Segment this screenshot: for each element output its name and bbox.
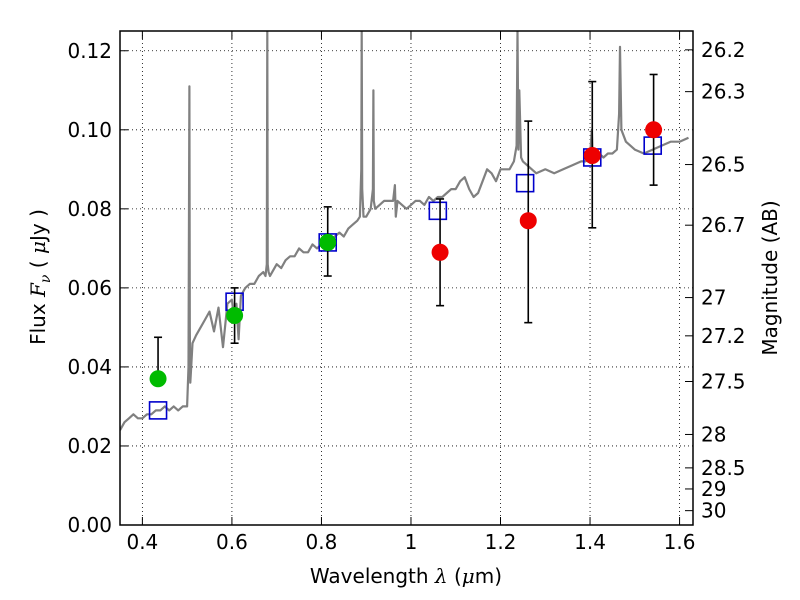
red-data-point — [583, 146, 601, 164]
y-tick-label: 0.06 — [67, 276, 112, 300]
y-axis-title: Flux Fν ( μJy ) — [26, 209, 54, 345]
magnitude-tick-label: 28 — [701, 422, 726, 446]
x-tick-label: 1.2 — [485, 530, 517, 554]
plot-frame — [119, 30, 694, 526]
green-data-point — [319, 233, 337, 251]
x-tick-label: 1 — [405, 530, 418, 554]
magnitude-tick-label: 29 — [701, 477, 726, 501]
y-tick-label: 0.02 — [67, 434, 112, 458]
magnitude-tick-label: 28.5 — [701, 456, 746, 480]
green-data-point — [149, 370, 167, 388]
y-tick-label: 0.12 — [67, 39, 112, 63]
green-data-point — [226, 307, 244, 325]
magnitude-tick-label: 27 — [701, 286, 726, 310]
y-tick-label: 0.08 — [67, 197, 112, 221]
magnitude-tick-label: 26.5 — [701, 153, 746, 177]
spectrum-line — [120, 31, 689, 431]
magnitude-tick-label: 27.2 — [701, 324, 746, 348]
x-tick-label: 0.4 — [126, 530, 158, 554]
magnitude-tick-label: 26.7 — [701, 213, 746, 237]
red-data-point — [519, 212, 537, 230]
axis-ticks: 0.4 0.6 0.8 1 1.2 1.4 1.6 0.00 0.02 0.04 0.06 0.08 0… — [67, 31, 746, 554]
magnitude-tick-label: 26.3 — [701, 80, 746, 104]
plot-area — [120, 31, 689, 431]
red-data-point — [645, 121, 663, 139]
model-photometry-point — [428, 201, 448, 221]
model-photometry-point — [515, 173, 535, 193]
y-tick-label: 0.04 — [67, 355, 112, 379]
x-tick-label: 1.6 — [664, 530, 696, 554]
x-tick-label: 0.8 — [306, 530, 338, 554]
magnitude-axis-title: Magnitude (AB) — [758, 200, 782, 355]
x-axis-title: Wavelength λ (μm) — [310, 564, 502, 588]
y-tick-label: 0.10 — [67, 118, 112, 142]
magnitude-tick-label: 26.2 — [701, 38, 746, 62]
model-photometry-point — [148, 401, 168, 420]
x-tick-label: 0.6 — [216, 530, 248, 554]
red-data-point — [431, 243, 449, 261]
magnitude-tick-label: 27.5 — [701, 370, 746, 394]
magnitude-tick-label: 30 — [701, 499, 726, 523]
y-tick-label: 0.00 — [67, 513, 112, 537]
x-tick-label: 1.4 — [574, 530, 606, 554]
